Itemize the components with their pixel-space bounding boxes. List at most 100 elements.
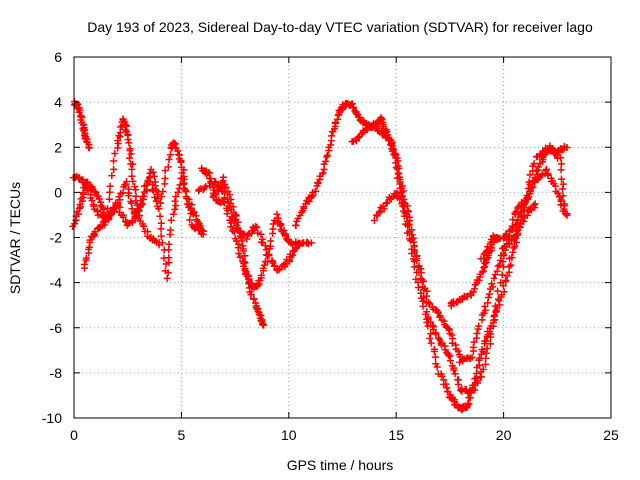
data-point (206, 182, 214, 190)
data-point (497, 279, 505, 287)
x-tick-label: 10 (281, 427, 297, 443)
data-point (448, 339, 456, 347)
data-point (432, 360, 440, 368)
data-point (454, 347, 462, 355)
data-point (489, 283, 497, 291)
data-point (531, 200, 539, 208)
data-point (395, 164, 403, 172)
data-point (490, 233, 498, 241)
data-point (513, 216, 521, 224)
data-point (554, 189, 562, 197)
data-point (239, 247, 247, 255)
data-point (499, 250, 507, 258)
data-point (521, 198, 529, 206)
data-point (349, 104, 357, 112)
data-point (149, 168, 157, 176)
data-point (502, 276, 510, 284)
y-tick-label: 2 (54, 139, 62, 155)
data-point (227, 205, 235, 213)
data-point (80, 261, 88, 269)
data-point (494, 295, 502, 303)
data-point (111, 149, 119, 157)
data-point (254, 307, 262, 315)
data-point (438, 372, 446, 380)
data-point (172, 201, 180, 209)
series-arc-8 (195, 178, 300, 274)
data-point (128, 172, 136, 180)
data-point (464, 399, 472, 407)
series-arc-12 (477, 165, 571, 263)
series-arc-9 (292, 100, 571, 414)
data-point (151, 182, 159, 190)
data-point (158, 239, 166, 247)
data-point (498, 271, 506, 279)
data-point (165, 254, 173, 262)
data-point (423, 292, 431, 300)
data-point (167, 151, 174, 159)
data-point (269, 220, 277, 228)
data-point (486, 340, 494, 348)
data-point (157, 232, 165, 240)
data-point (126, 147, 134, 155)
data-point (155, 205, 163, 213)
data-point (292, 243, 300, 251)
data-point (82, 254, 90, 262)
data-point (419, 302, 427, 310)
data-point (394, 170, 402, 178)
data-point (85, 144, 93, 152)
data-point (474, 377, 482, 385)
y-tick-label: -4 (50, 275, 63, 291)
data-point (423, 308, 431, 316)
data-point (259, 320, 267, 328)
data-point (557, 175, 565, 183)
data-point (311, 187, 319, 195)
data-point (417, 269, 425, 277)
data-point (230, 217, 238, 225)
x-axis-label: GPS time / hours (287, 457, 394, 473)
data-point (99, 205, 107, 213)
data-point (489, 322, 497, 330)
series-arc-11 (370, 189, 539, 366)
data-point (71, 220, 79, 228)
data-point (473, 369, 481, 377)
data-point (222, 183, 230, 191)
data-point (170, 139, 178, 147)
data-point (420, 286, 428, 294)
data-point (106, 182, 114, 190)
data-point (119, 213, 127, 221)
data-point (273, 210, 281, 218)
data-point (557, 166, 565, 174)
data-point (164, 163, 172, 171)
data-point (165, 155, 173, 163)
data-point (413, 257, 421, 265)
data-point (505, 240, 513, 248)
data-point (559, 180, 567, 188)
data-point (510, 244, 518, 252)
data-point (426, 334, 434, 342)
data-point (131, 183, 139, 191)
data-point (125, 192, 133, 200)
data-point (399, 187, 407, 195)
data-point (476, 354, 484, 362)
data-point (560, 202, 568, 210)
data-point (247, 291, 255, 299)
data-point (105, 195, 113, 203)
data-point (282, 260, 290, 268)
data-point (376, 208, 384, 216)
data-point (252, 222, 260, 230)
data-point (496, 261, 504, 269)
data-point (181, 186, 189, 194)
data-point (512, 221, 520, 229)
data-point (158, 193, 166, 201)
data-point (405, 220, 413, 228)
data-point (110, 157, 118, 165)
data-point (76, 201, 84, 209)
data-point (164, 269, 172, 277)
data-point (557, 154, 565, 162)
data-point (319, 169, 327, 177)
data-point (563, 144, 571, 152)
data-point (121, 126, 129, 134)
data-point (475, 322, 483, 330)
data-point (174, 147, 182, 155)
data-point (323, 151, 331, 159)
